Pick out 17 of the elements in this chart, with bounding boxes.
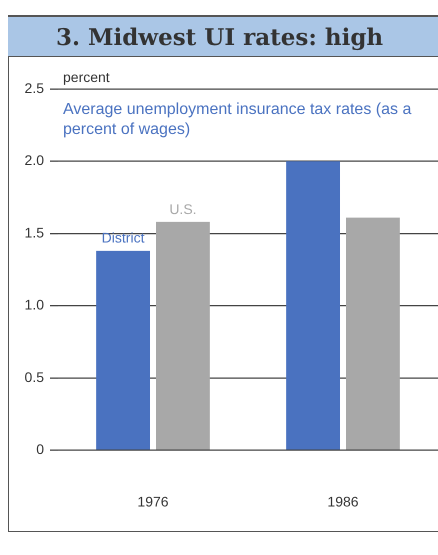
- x-tick-label: 1986: [327, 493, 359, 510]
- series-label: U.S.: [169, 200, 197, 217]
- series-label: District: [102, 230, 145, 246]
- y-tick-label: 0: [36, 441, 44, 458]
- bar: [96, 250, 150, 450]
- y-tick-label: 0.5: [24, 368, 44, 385]
- y-axis-title: percent: [63, 68, 110, 85]
- y-tick-label: 2.0: [24, 152, 44, 168]
- chart-title: 3. Midwest UI rates: high: [8, 15, 438, 57]
- bar: [286, 161, 340, 450]
- bar: [156, 222, 210, 450]
- x-tick-label: 1976: [137, 493, 169, 510]
- bar: [346, 218, 400, 450]
- y-tick-label: 1.5: [24, 224, 44, 240]
- text: Average unemployment insurance tax rates (as a percent of wages): [63, 101, 412, 138]
- y-tick-label: 2.5: [24, 80, 44, 96]
- y-tick-label: 1.0: [24, 296, 44, 313]
